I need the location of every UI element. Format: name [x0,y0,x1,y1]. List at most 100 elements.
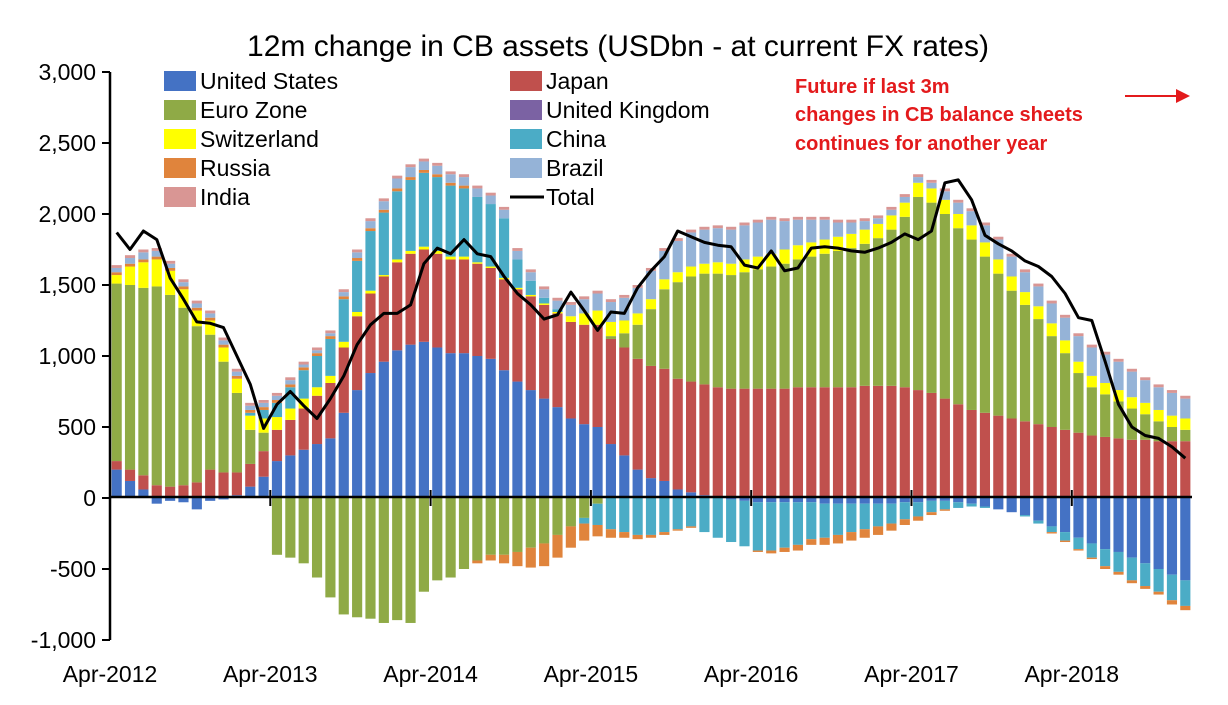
bar-segment-india [512,248,523,251]
bar-segment-brazil [311,350,323,354]
bar-segment-switzerland [672,272,683,283]
bar-segment-brazil [953,202,964,214]
bar-segment-india [165,260,176,264]
bar-segment-euro-zone [111,283,122,462]
bar-segment-euro-zone [752,269,763,389]
bar-segment-united-states [352,390,363,498]
bar-segment-brazil [1100,354,1111,383]
bar-segment-india [525,269,536,273]
bar-segment-brazil [1140,380,1151,403]
bar-segment-china [846,503,857,533]
bar-segment-japan [352,316,363,391]
bar-segment-japan [1153,441,1164,498]
bar-segment-japan [1100,436,1111,498]
bar-segment-india [552,297,563,301]
bar-segment-japan [899,387,910,498]
bar-segment-united-states [859,498,870,504]
bar-segment-china [352,260,363,312]
bar-segment-japan [819,387,830,498]
bar-segment-japan [418,249,429,342]
bar-segment-switzerland [926,188,937,203]
bar-segment-brazil [205,313,216,318]
bar-segment-euro-zone [819,253,830,388]
bar-segment-japan [512,289,523,382]
bar-segment-switzerland [1033,306,1044,320]
bar-segment-euro-zone [138,287,149,476]
bar-segment-china [311,356,323,388]
bar-segment-brazil [285,380,296,385]
bar-segment-india [859,218,870,222]
bar-segment-russia [405,177,416,180]
bar-segment-japan [1113,438,1124,498]
bar-segment-china [886,503,897,524]
legend: United States Japan Euro Zone United Kingdo… [164,68,710,210]
bar-segment-euro-zone [512,498,523,552]
bar-segment-brazil [138,252,149,260]
x-tick-label: Apr-2018 [1024,661,1119,687]
bar-segment-brazil [178,282,189,287]
bar-segment-india [1153,384,1164,388]
bar-segment-russia [1126,580,1137,584]
bar-segment-brazil [926,182,937,189]
bar-segment-switzerland [191,310,202,327]
bar-segment-united-states [832,498,844,504]
bar-segment-china [592,503,603,525]
bar-segment-switzerland [472,262,483,264]
bar-segment-united-states [258,476,269,498]
bar-segment-united-states [418,341,429,498]
bar-segment-india [752,219,763,223]
bar-segment-switzerland [111,275,122,284]
bar-segment-switzerland [151,259,162,287]
bar-segment-india [779,218,790,222]
bar-segment-china [1113,551,1124,572]
bar-segment-china [298,370,309,399]
legend-swatch [164,129,196,149]
annotation-line-2: changes in CB balance sheets [795,104,1083,126]
bar-segment-brazil [1073,336,1084,362]
bar-segment-brazil [485,195,496,205]
bar-segment-euro-zone [1046,336,1057,427]
legend-label: United Kingdom [546,97,710,123]
bar-segment-russia [205,317,216,321]
bar-segment-japan [1086,435,1097,498]
bar-segment-united-states [819,498,830,504]
bar-segment-china [445,185,456,257]
bar-segment-brazil [632,287,643,314]
bar-segment-united-states [1100,498,1111,550]
bar-segment-brazil [539,289,550,298]
bar-segment-switzerland [579,313,590,325]
bar-segment-brazil [966,211,977,226]
bar-segment-united-states [873,498,884,504]
bar-segment-japan [752,388,763,498]
bar-segment-china [832,503,844,535]
bar-segment-japan [632,358,643,470]
bar-segment-euro-zone [445,498,456,578]
bar-segment-japan [873,385,884,498]
bar-segment-russia [846,532,857,541]
legend-swatch [164,71,196,91]
bar-segment-india [498,206,510,210]
bar-segment-china [392,191,403,260]
bar-segment-united-states [392,350,403,498]
bar-segment-india [926,179,937,183]
bar-segment-china [1140,563,1151,587]
bar-segment-brazil [472,188,483,197]
bar-segment-united-states [325,438,336,498]
bar-segment-russia [792,544,804,551]
bar-segment-china [913,502,924,517]
bar-segment-brazil [579,299,590,314]
bar-segment-united-states [899,498,910,503]
bar-segment-china [632,498,643,535]
legend-swatch [510,158,542,178]
bar-segment-china [418,172,429,247]
bar-segment-india [1006,253,1017,257]
bar-segment-india [258,400,269,403]
bar-segment-russia [151,256,162,260]
bar-segment-japan [178,485,189,498]
bar-segment-switzerland [338,341,349,348]
bar-segment-india [298,361,309,365]
bar-segment-brazil [1113,361,1124,391]
bar-segment-euro-zone [686,276,697,382]
bar-segment-japan [1180,441,1191,498]
bar-segment-switzerland [1140,402,1151,415]
